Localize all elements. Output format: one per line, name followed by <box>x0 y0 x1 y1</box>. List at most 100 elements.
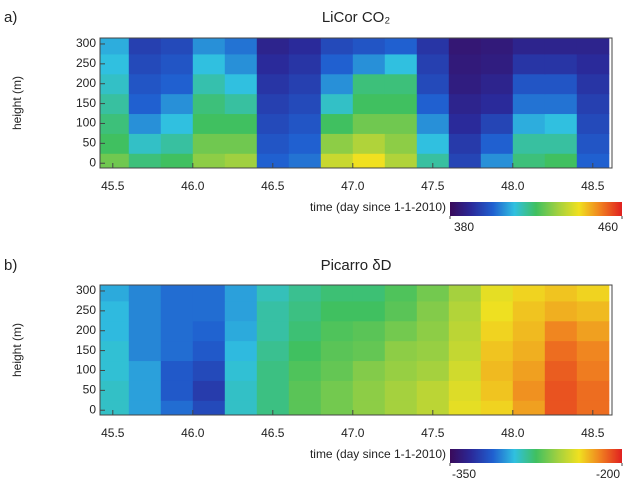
plot-frame <box>99 284 613 416</box>
heat-cell <box>160 113 194 134</box>
heat-cell <box>192 360 226 381</box>
heat-cell <box>512 53 546 75</box>
heat-cell <box>224 300 258 322</box>
heat-cell <box>384 133 418 154</box>
heat-cell <box>448 300 482 322</box>
y-tick-label: 100 <box>76 363 96 377</box>
heat-cell <box>288 320 322 342</box>
heat-cell <box>192 93 226 115</box>
heat-cell <box>288 340 322 362</box>
heat-cell <box>480 320 514 342</box>
heat-cell <box>224 360 258 381</box>
heat-cell <box>160 93 194 115</box>
heat-cell <box>512 300 546 322</box>
heat-cell <box>192 113 226 134</box>
heat-cell <box>512 360 546 381</box>
heat-cell <box>384 285 418 302</box>
heat-cell <box>320 360 354 381</box>
y-tick-label: 0 <box>89 155 96 169</box>
heat-cell <box>480 340 514 362</box>
heat-cell <box>352 113 386 134</box>
heat-cell <box>576 320 610 342</box>
heat-cell <box>256 113 290 134</box>
heat-cell <box>544 153 578 168</box>
heat-cell <box>480 93 514 115</box>
heat-cell <box>192 285 226 302</box>
heat-cell <box>256 380 290 401</box>
x-tick-label: 46.0 <box>181 426 205 440</box>
x-tick-label: 46.5 <box>261 179 285 193</box>
heat-cell <box>128 153 162 168</box>
heat-cell <box>288 360 322 381</box>
heat-cell <box>480 285 514 302</box>
heat-cell <box>512 340 546 362</box>
heat-cell <box>100 133 130 154</box>
heat-cell <box>448 133 482 154</box>
heat-cell <box>192 153 226 168</box>
heat-cell <box>288 73 322 95</box>
y-tick-label: 100 <box>76 116 96 130</box>
y-tick-label: 150 <box>76 343 96 357</box>
colorbar-tick-label: -200 <box>596 467 620 481</box>
heat-cell <box>288 400 322 415</box>
heat-cell <box>288 300 322 322</box>
heat-cell <box>320 73 354 95</box>
heat-cell <box>384 300 418 322</box>
heat-cell <box>448 400 482 415</box>
heat-cell <box>480 153 514 168</box>
heat-cell <box>448 113 482 134</box>
y-tick-label: 200 <box>76 76 96 90</box>
heat-cell <box>100 53 130 75</box>
heat-cell <box>288 285 322 302</box>
heat-cell <box>416 73 450 95</box>
heat-cell <box>576 93 610 115</box>
heat-cell <box>416 53 450 75</box>
heat-cell <box>320 400 354 415</box>
heat-cell <box>320 300 354 322</box>
heat-cell <box>384 360 418 381</box>
heat-cell <box>352 73 386 95</box>
panel-label: b) <box>4 257 17 274</box>
heat-cell <box>576 153 610 168</box>
heat-cell <box>448 153 482 168</box>
y-tick-label: 200 <box>76 323 96 337</box>
heat-cell <box>224 285 258 302</box>
y-tick-label: 300 <box>76 36 96 50</box>
heat-cell <box>480 360 514 381</box>
heat-cell <box>512 73 546 95</box>
colorbar-tick-label: 460 <box>598 220 618 234</box>
heat-cell <box>544 53 578 75</box>
x-axis-label: time (day since 1-1-2010) <box>310 447 446 461</box>
heat-cell <box>352 285 386 302</box>
heat-cell <box>544 300 578 322</box>
heat-cell <box>416 320 450 342</box>
heat-cell <box>576 285 610 302</box>
heat-cell <box>160 133 194 154</box>
heat-cell <box>288 38 322 55</box>
heat-cell <box>128 400 162 415</box>
heat-cell <box>192 38 226 55</box>
heat-cell <box>512 285 546 302</box>
heat-cell <box>320 320 354 342</box>
heat-cell <box>480 113 514 134</box>
heat-cell <box>448 93 482 115</box>
heat-cell <box>320 380 354 401</box>
heat-cell <box>352 360 386 381</box>
heat-cell <box>448 360 482 381</box>
heat-cell <box>576 300 610 322</box>
heat-cell <box>352 153 386 168</box>
heat-cell <box>320 340 354 362</box>
chart-title: Picarro δD <box>321 257 392 274</box>
heat-cell <box>288 133 322 154</box>
heat-cell <box>160 400 194 415</box>
heat-cell <box>544 320 578 342</box>
y-tick-label: 300 <box>76 283 96 297</box>
heat-cell <box>416 113 450 134</box>
heat-cell <box>576 53 610 75</box>
heat-cell <box>160 360 194 381</box>
heat-cell <box>224 73 258 95</box>
heat-cell <box>480 38 514 55</box>
heat-cell <box>128 285 162 302</box>
heat-cell <box>160 380 194 401</box>
x-tick-label: 48.5 <box>581 426 605 440</box>
